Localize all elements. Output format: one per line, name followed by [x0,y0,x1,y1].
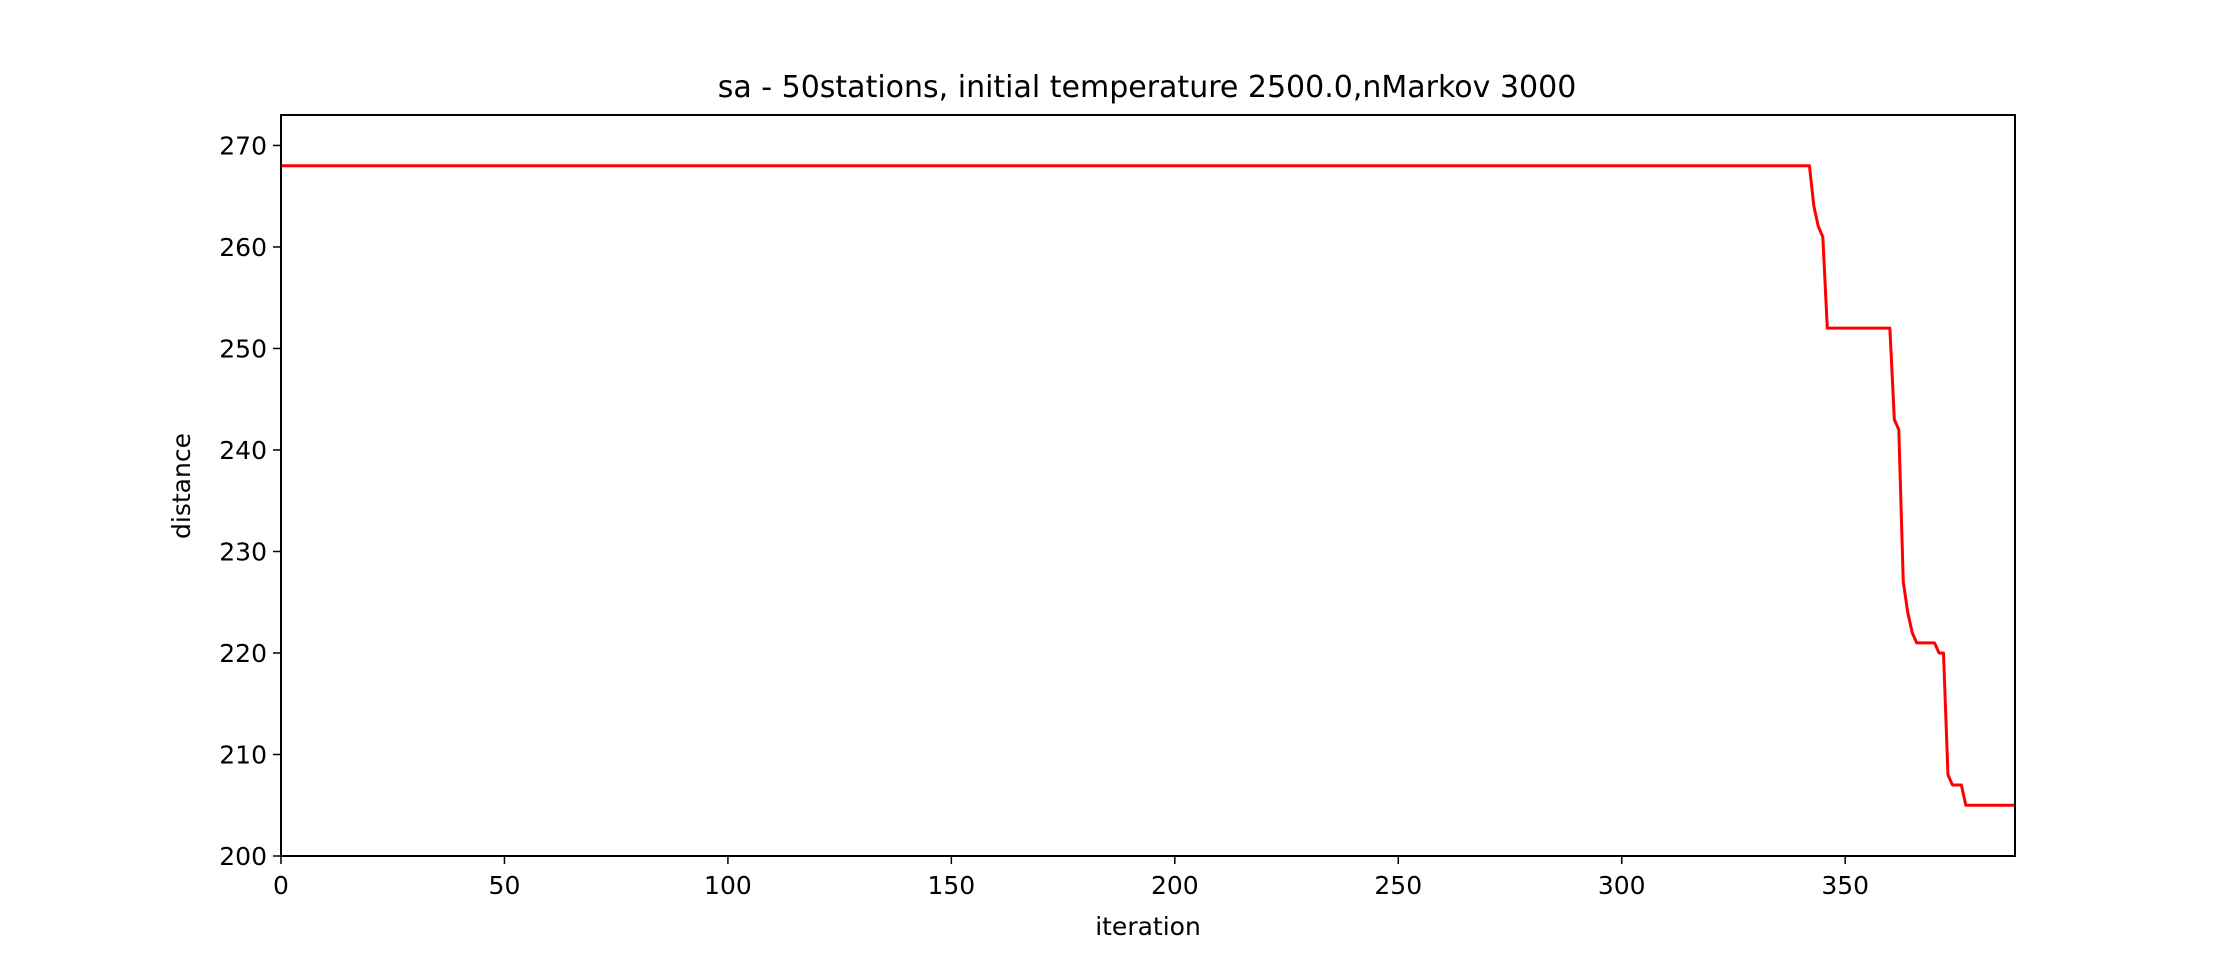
y-tick-label: 220 [219,639,267,668]
x-tick-label: 200 [1151,871,1199,900]
y-tick-label: 200 [219,842,267,871]
x-tick-label: 250 [1374,871,1422,900]
x-tick-label: 0 [273,871,289,900]
plot-area [281,164,2015,807]
y-tick-label: 230 [219,537,267,566]
y-axis-label: distance [167,433,196,539]
x-axis: 0 50 100 150 200 250 300 350 [273,856,1869,900]
x-tick-label: 350 [1821,871,1869,900]
y-tick-label: 270 [219,131,267,160]
x-tick-label: 150 [928,871,976,900]
x-tick-label: 100 [704,871,752,900]
x-tick-label: 50 [489,871,521,900]
y-tick-label: 250 [219,334,267,363]
y-tick-label: 260 [219,233,267,262]
axes-frame [280,114,2016,857]
x-axis-label: iteration [1095,912,1201,941]
y-tick-label: 240 [219,436,267,465]
y-tick-label: 210 [219,740,267,769]
y-axis: 200 210 220 230 240 250 260 270 [219,131,281,871]
distance-series-line [281,164,2015,807]
chart-title: sa - 50stations, initial temperature 250… [718,70,1577,105]
x-tick-label: 300 [1598,871,1646,900]
